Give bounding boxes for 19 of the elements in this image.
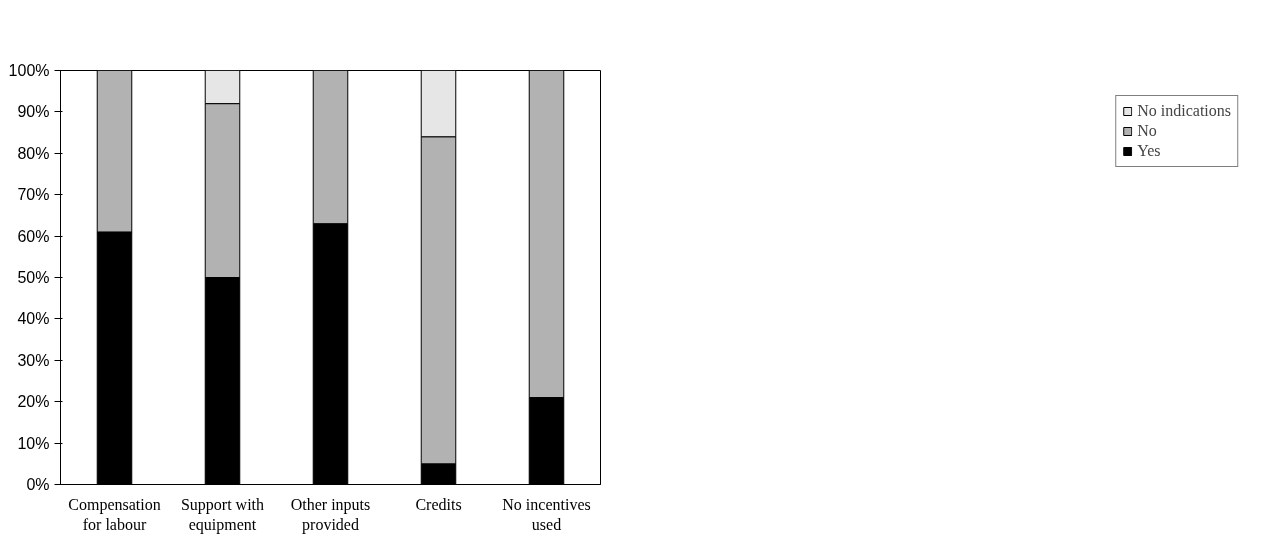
y-tick-label: 40% [17, 310, 50, 328]
legend-label: No indications [1137, 102, 1231, 120]
legend-label: Yes [1137, 142, 1161, 160]
y-tick-label: 70% [17, 186, 50, 204]
y-tick-label: 90% [17, 103, 50, 121]
y-tick-label: 0% [26, 476, 50, 493]
x-tick-label: Support with equipment [180, 495, 265, 534]
y-tick-label: 30% [17, 351, 50, 369]
y-tick-label: 100% [8, 62, 50, 79]
y-tick-label: 20% [17, 393, 50, 411]
x-tick-label: Credits [415, 495, 462, 513]
y-tick-label: 50% [17, 269, 50, 286]
legend-label: No [1137, 122, 1158, 140]
y-tick-label: 60% [17, 227, 50, 245]
x-tick-label: Compensation for labour [68, 495, 161, 533]
y-tick-label: 80% [17, 144, 50, 162]
y-tick-label: 10% [17, 434, 50, 452]
x-tick-label: Other inputs provided [290, 495, 371, 534]
x-tick-label: No incentives used [502, 495, 591, 533]
